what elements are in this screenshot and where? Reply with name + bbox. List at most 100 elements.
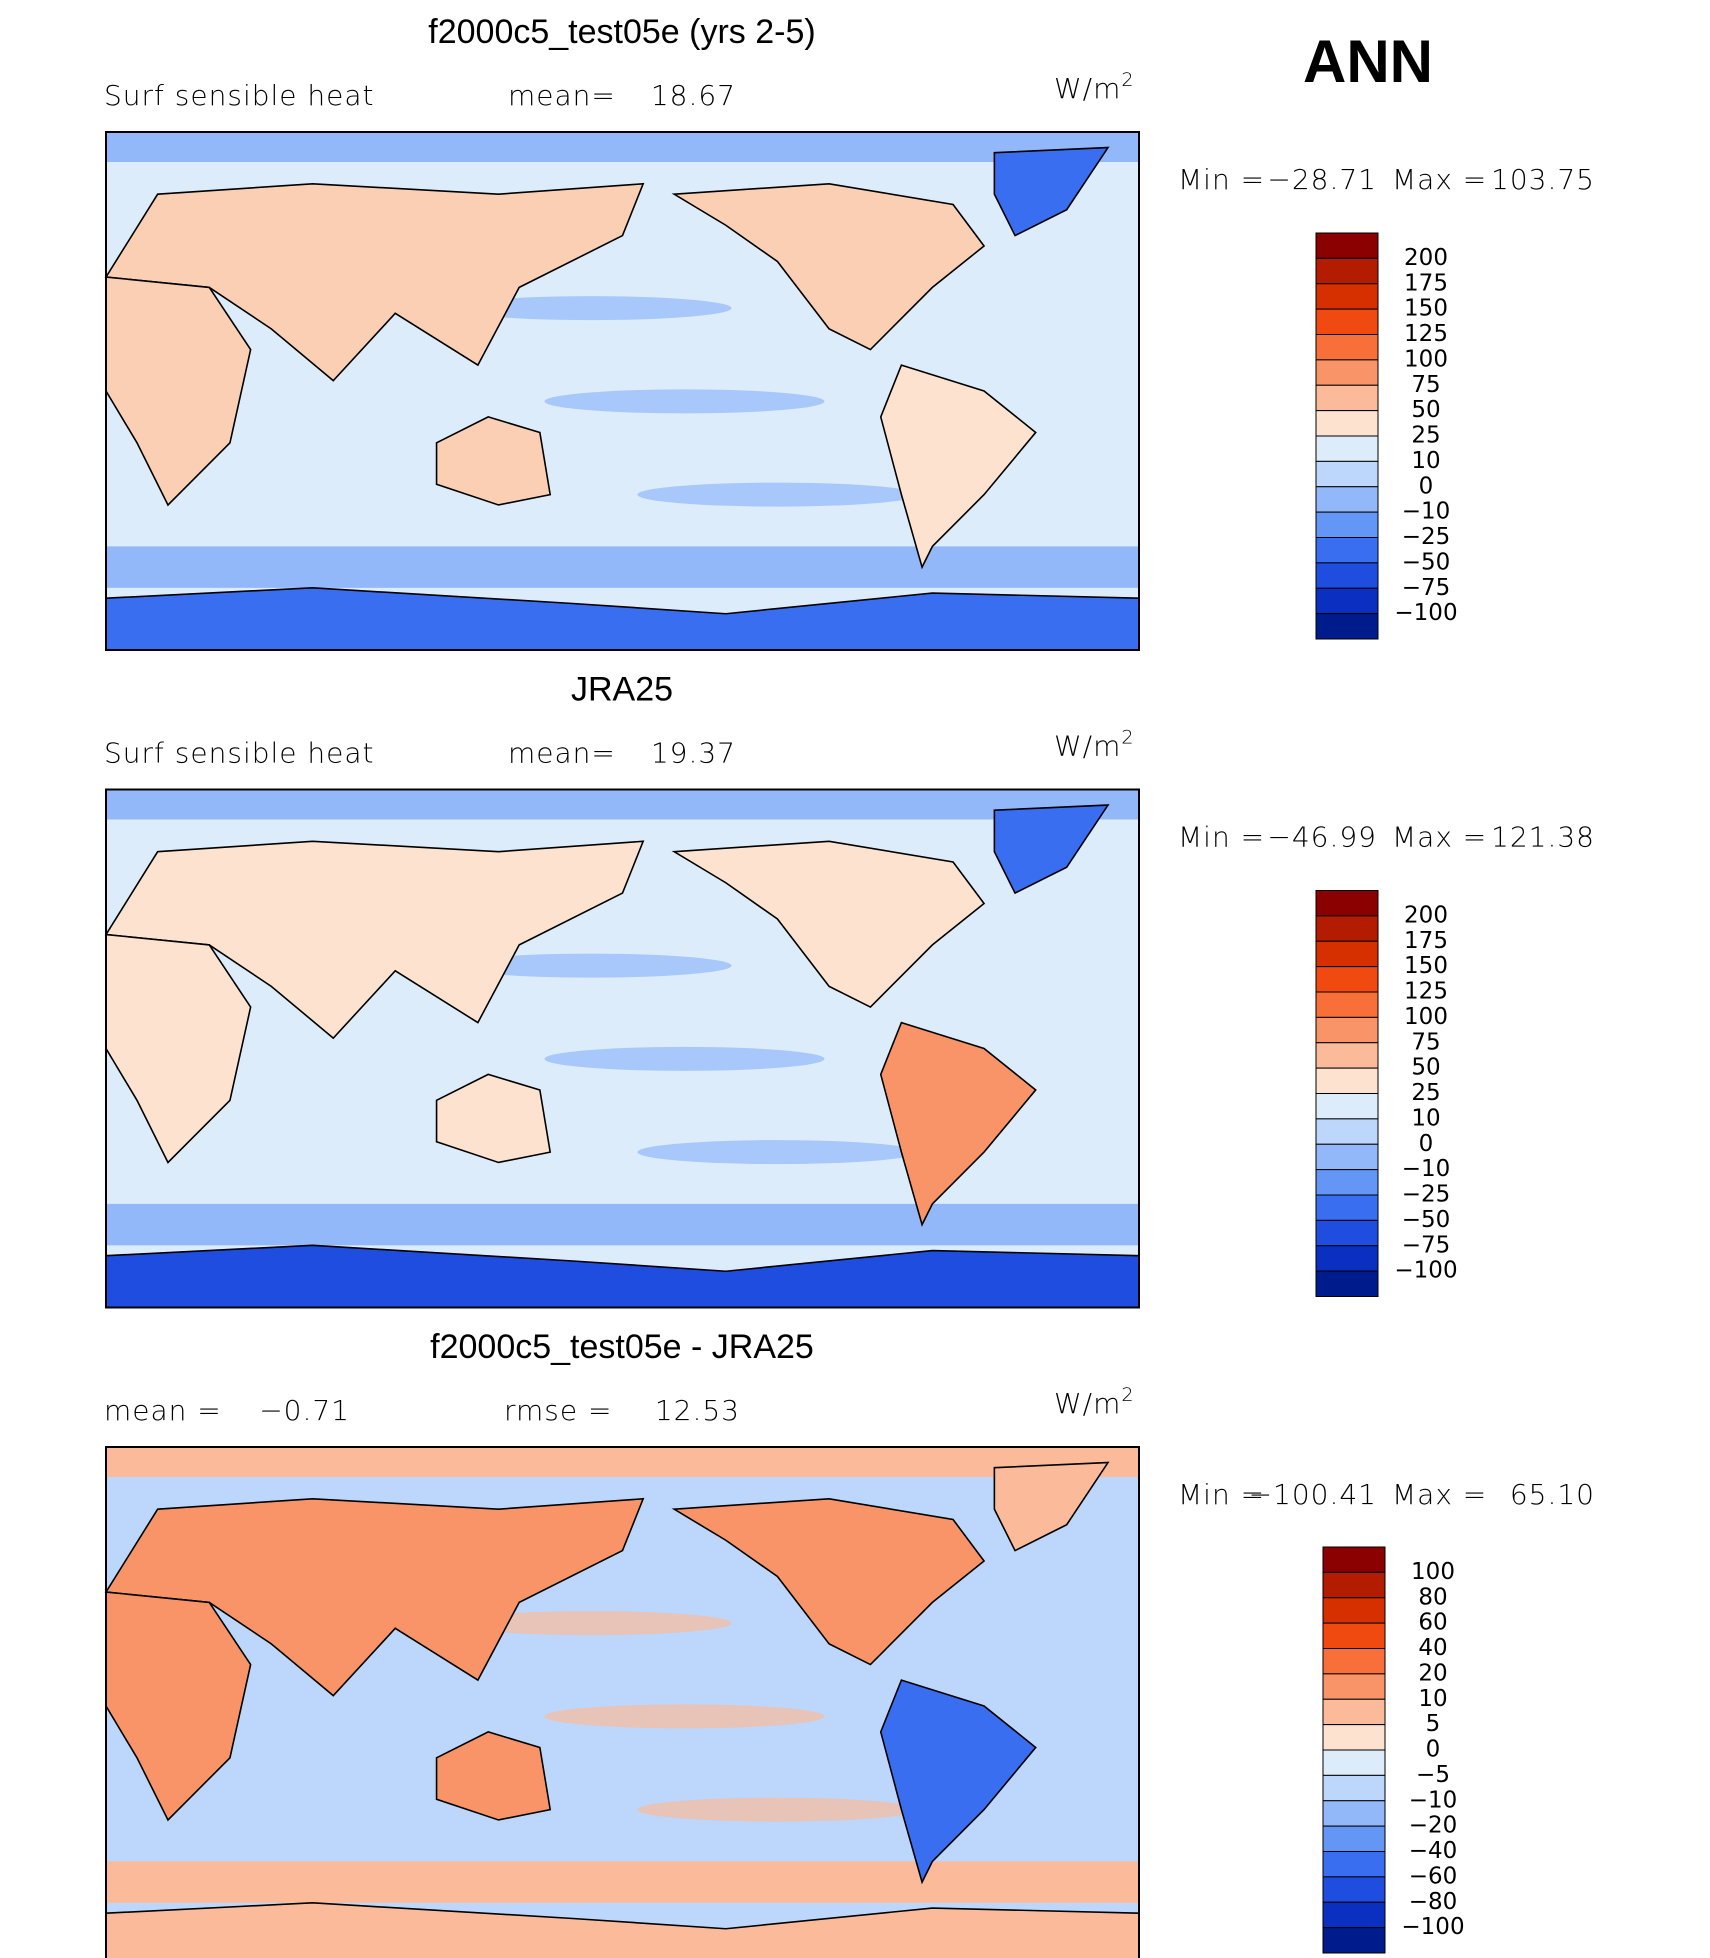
colorbar-box	[1315, 613, 1379, 640]
colorbar-box	[1315, 410, 1379, 437]
colorbar-box	[1322, 1698, 1386, 1726]
stat-label: mean =	[104, 1394, 222, 1427]
colorbar-label: −100	[1401, 1914, 1464, 1940]
ocean-band	[637, 1797, 918, 1822]
colorbar-label: 10	[1418, 1686, 1447, 1712]
colorbar-box	[1322, 1597, 1386, 1624]
colorbar-label: 40	[1418, 1635, 1447, 1661]
max-value: 103.75	[1491, 163, 1595, 196]
colorbar-label: 125	[1404, 321, 1448, 347]
colorbar-label: 10	[1411, 1105, 1440, 1131]
colorbar-box	[1322, 1876, 1386, 1903]
colorbar-box	[1315, 435, 1379, 462]
colorbar-label: 25	[1411, 1080, 1440, 1106]
colorbar-box	[1322, 1901, 1386, 1929]
colorbar-label: 75	[1411, 1029, 1440, 1055]
colorbar-label: 75	[1411, 372, 1440, 398]
ocean-band	[451, 296, 732, 321]
colorbar-label: 50	[1411, 1055, 1440, 1081]
colorbar-box	[1315, 283, 1379, 310]
africa	[105, 276, 252, 507]
colorbar-box	[1315, 537, 1379, 564]
southern-band	[106, 1861, 1139, 1903]
greenland	[993, 146, 1110, 237]
colorbar-label: −5	[1416, 1762, 1450, 1788]
min-label: Min =	[1178, 821, 1265, 854]
colorbar-box	[1315, 257, 1379, 285]
units-base: W/m	[1054, 1387, 1121, 1420]
colorbar-box	[1315, 1042, 1379, 1069]
colorbar-label: 0	[1419, 1131, 1434, 1157]
min-value: −100.41	[1249, 1478, 1377, 1511]
colorbar-box	[1315, 1016, 1379, 1044]
colorbar-label: 60	[1418, 1610, 1447, 1636]
colorbar-box	[1315, 308, 1379, 335]
min-label: Min =	[1178, 1478, 1265, 1511]
units-base: W/m	[1054, 730, 1121, 763]
colorbar-box	[1315, 940, 1379, 968]
colorbar-box	[1315, 384, 1379, 412]
units: W/m2	[1054, 726, 1135, 763]
colorbar-label: 200	[1404, 902, 1448, 928]
colorbar-label: 0	[1426, 1737, 1441, 1763]
colorbar-box	[1322, 1571, 1386, 1599]
colorbar-box	[1315, 359, 1379, 386]
ocean-band	[451, 1611, 732, 1636]
ocean-band	[544, 1704, 825, 1729]
arctic-band	[106, 789, 1139, 820]
variable-name: Surf sensible heat	[104, 737, 375, 770]
colorbar-box	[1315, 915, 1379, 942]
colorbar-box	[1315, 232, 1379, 259]
colorbar-label: −75	[1402, 1232, 1451, 1258]
units: W/m2	[1054, 69, 1135, 106]
min-value: −46.99	[1267, 821, 1377, 854]
stat-value: 12.53	[655, 1394, 740, 1427]
colorbar-box	[1315, 1219, 1379, 1247]
stat-label: rmse =	[504, 1394, 612, 1427]
colorbar-label: −10	[1402, 1156, 1451, 1182]
colorbar-label: 5	[1426, 1711, 1441, 1737]
colorbar-box	[1315, 1245, 1379, 1272]
max-label: Max =	[1392, 1478, 1487, 1511]
colorbar-label: −20	[1409, 1813, 1458, 1839]
africa	[105, 1591, 252, 1822]
colorbar-box	[1315, 991, 1379, 1018]
colorbar-label: 100	[1404, 1004, 1448, 1030]
arctic-band	[106, 132, 1139, 162]
max-value: 65.10	[1510, 1478, 1595, 1511]
colorbar-label: 10	[1411, 448, 1440, 474]
africa	[105, 933, 252, 1164]
colorbar-box	[1315, 1270, 1379, 1297]
colorbar-box	[1315, 1118, 1379, 1145]
units: W/m2	[1054, 1384, 1135, 1421]
colorbar-label: 50	[1411, 397, 1440, 423]
max-label: Max =	[1392, 163, 1487, 196]
min-value: −28.71	[1267, 163, 1377, 196]
units-exponent: 2	[1121, 1384, 1134, 1406]
units-base: W/m	[1054, 72, 1121, 105]
greenland	[993, 1461, 1110, 1552]
colorbar-box	[1322, 1825, 1386, 1852]
australia	[435, 416, 552, 506]
panel-title: f2000c5_test05e (yrs 2-5)	[428, 13, 815, 51]
colorbar-box	[1322, 1927, 1386, 1954]
greenland	[993, 804, 1110, 895]
colorbar-box	[1315, 966, 1379, 993]
arctic-band	[106, 1447, 1139, 1477]
colorbar-label: −75	[1402, 575, 1451, 601]
colorbar-box	[1322, 1673, 1386, 1700]
map-frame	[105, 1446, 1140, 1958]
colorbar-box	[1315, 334, 1379, 361]
colorbar-box	[1315, 1169, 1379, 1196]
colorbar-label: 150	[1404, 953, 1448, 979]
australia	[435, 1731, 552, 1821]
colorbar-label: −80	[1409, 1889, 1458, 1915]
colorbar-label: −40	[1409, 1838, 1458, 1864]
south-america	[879, 364, 1037, 570]
eurasia	[104, 840, 645, 1040]
colorbar-label: 25	[1411, 423, 1440, 449]
antarctica	[105, 1902, 1140, 1958]
ocean-band	[451, 953, 732, 978]
ocean-band	[544, 1046, 825, 1071]
